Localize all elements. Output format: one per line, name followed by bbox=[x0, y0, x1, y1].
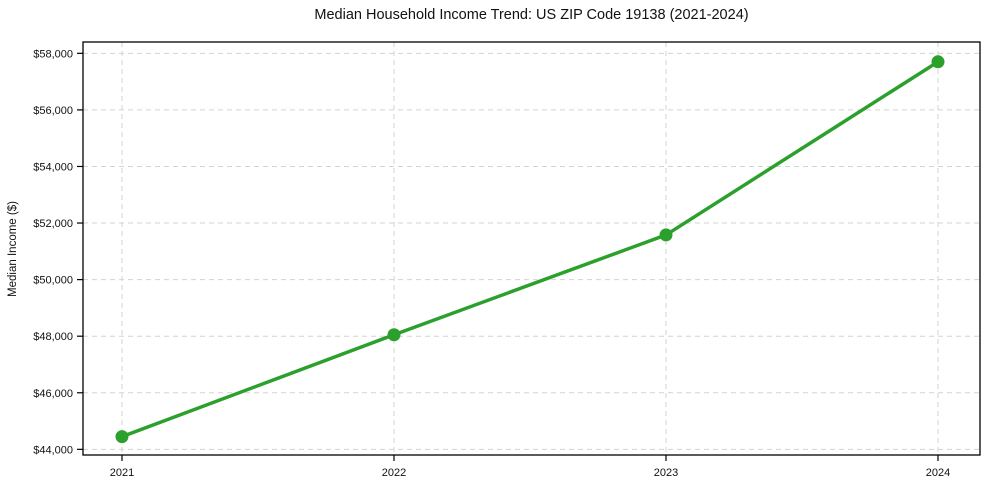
data-line bbox=[120, 60, 940, 439]
x-tick-label: 2023 bbox=[654, 467, 678, 479]
data-point-marker bbox=[115, 430, 129, 444]
data-point-marker bbox=[387, 328, 401, 342]
y-tick-label: $54,000 bbox=[33, 161, 73, 173]
data-point-marker bbox=[659, 228, 673, 242]
y-tick-label: $56,000 bbox=[33, 105, 73, 117]
y-tick-label: $50,000 bbox=[33, 275, 73, 287]
y-tick-label: $52,000 bbox=[33, 218, 73, 230]
data-point-marker bbox=[931, 55, 945, 69]
y-tick-label: $44,000 bbox=[33, 444, 73, 456]
x-tick-label: 2024 bbox=[926, 467, 950, 479]
y-tick-label: $58,000 bbox=[33, 48, 73, 60]
chart-title: Median Household Income Trend: US ZIP Co… bbox=[314, 7, 749, 23]
x-tick-label: 2022 bbox=[382, 467, 406, 479]
x-tick-label: 2021 bbox=[110, 467, 134, 479]
axes-spines bbox=[82, 41, 981, 456]
y-tick-label: $48,000 bbox=[33, 331, 73, 343]
y-tick-label: $46,000 bbox=[33, 388, 73, 400]
